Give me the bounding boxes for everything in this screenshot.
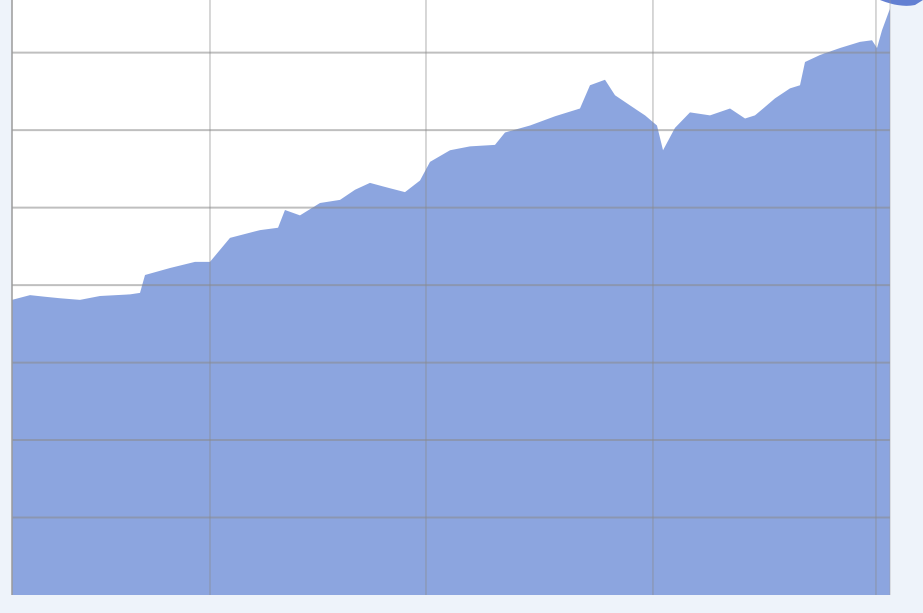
cursor-marker bbox=[880, 0, 923, 6]
area bbox=[12, 8, 890, 595]
